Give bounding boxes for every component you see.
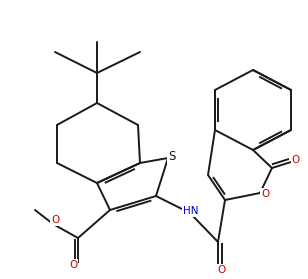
Text: O: O — [261, 189, 269, 199]
Text: O: O — [69, 260, 77, 270]
Text: HN: HN — [183, 206, 199, 216]
Text: S: S — [168, 150, 176, 163]
Text: O: O — [217, 265, 225, 275]
Text: O: O — [292, 155, 300, 165]
Text: O: O — [51, 215, 59, 225]
